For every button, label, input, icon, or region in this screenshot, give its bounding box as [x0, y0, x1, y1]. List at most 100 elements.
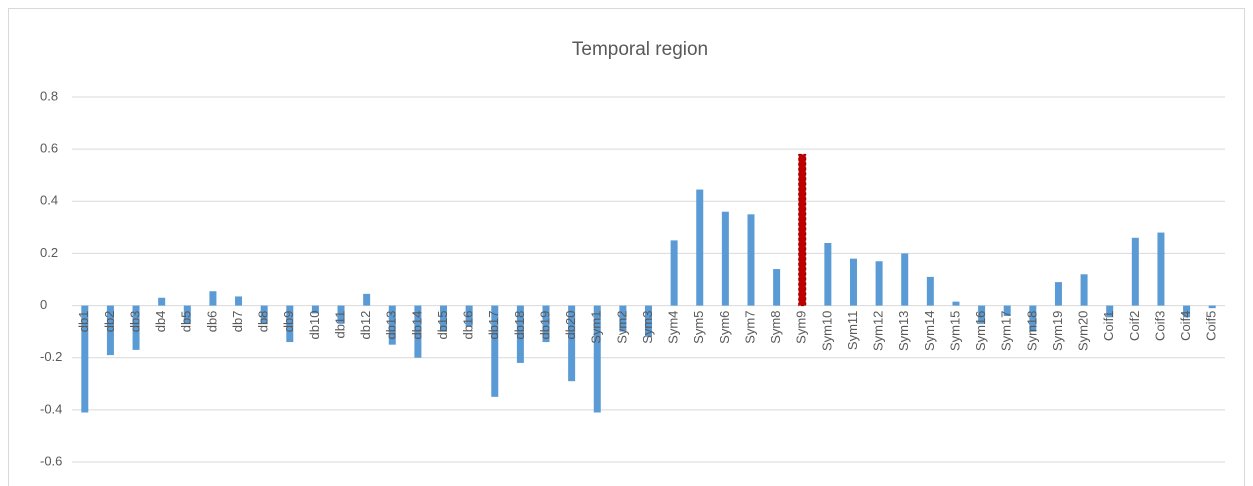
- x-tick-label: Coif3: [1152, 311, 1167, 341]
- bar: [1029, 305, 1037, 332]
- bar: [901, 253, 909, 306]
- bar: [978, 305, 986, 324]
- bar: [337, 305, 345, 324]
- x-tick-label: db10: [307, 311, 322, 340]
- bar: [311, 305, 319, 314]
- x-tick-label: Sym7: [742, 311, 757, 344]
- y-tick-label: -0.2: [40, 349, 62, 364]
- y-tick-label: 0.8: [40, 88, 58, 103]
- bar: [183, 305, 191, 324]
- x-tick-label: db7: [230, 311, 245, 333]
- x-tick-label: Sym2: [614, 311, 629, 344]
- y-tick-label: -0.4: [40, 401, 62, 416]
- x-tick-label: Sym10: [819, 311, 834, 351]
- bar: [670, 240, 678, 306]
- bar: [619, 305, 627, 332]
- bar: [132, 305, 140, 350]
- x-tick-label: Sym6: [717, 311, 732, 344]
- bar: [1106, 305, 1114, 318]
- x-tick-label: Sym15: [947, 311, 962, 351]
- bar: [1080, 274, 1088, 306]
- bar: [363, 293, 371, 306]
- bar: [1183, 305, 1191, 318]
- bar: [593, 305, 601, 413]
- x-tick-label: db4: [153, 311, 168, 333]
- x-tick-label: db20: [563, 311, 578, 340]
- y-tick-label: 0.6: [40, 141, 58, 156]
- y-tick-label: 0.4: [40, 193, 58, 208]
- x-tick-label: db13: [384, 311, 399, 340]
- x-tick-label: db3: [127, 311, 142, 333]
- x-tick-label: Sym16: [973, 311, 988, 351]
- x-tick-label: Sym1: [589, 311, 604, 344]
- bar: [849, 258, 857, 306]
- bar: [747, 214, 755, 306]
- x-tick-label: Coif5: [1204, 311, 1219, 341]
- bar: [824, 243, 832, 306]
- chart-frame: [8, 8, 1245, 486]
- x-tick-label: db14: [409, 311, 424, 340]
- bar: [798, 153, 807, 307]
- x-tick-label: Coif4: [1178, 311, 1193, 341]
- bar: [645, 305, 652, 337]
- x-tick-label: db15: [435, 311, 450, 340]
- bar: [106, 305, 114, 356]
- y-tick-label: 0.2: [40, 245, 58, 260]
- x-tick-label: Sym19: [1050, 311, 1065, 351]
- x-tick-label: Sym11: [845, 311, 860, 351]
- x-tick-label: db8: [256, 311, 271, 333]
- x-tick-label: db11: [332, 311, 347, 339]
- x-tick-label: Sym20: [1076, 311, 1091, 351]
- bar: [568, 305, 576, 382]
- x-tick-label: db18: [512, 311, 527, 340]
- x-tick-label: db2: [102, 311, 117, 333]
- bar: [1208, 305, 1216, 309]
- bar: [286, 305, 294, 343]
- bar: [875, 261, 883, 306]
- bar: [465, 305, 473, 327]
- bar: [440, 305, 448, 332]
- bar: [542, 305, 550, 343]
- bar: [260, 305, 268, 324]
- x-tick-label: db9: [281, 311, 296, 333]
- x-tick-label: Sym13: [896, 311, 911, 351]
- x-tick-label: Sym17: [999, 311, 1014, 351]
- bar: [414, 305, 422, 358]
- bar: [952, 301, 960, 306]
- x-tick-label: Coif1: [1101, 311, 1116, 341]
- bar: [158, 297, 166, 306]
- x-tick-label: Sym9: [794, 311, 809, 344]
- x-tick-label: Sym14: [922, 311, 937, 351]
- x-tick-label: Sym5: [691, 311, 706, 344]
- bar: [1054, 282, 1062, 306]
- x-tick-label: db6: [204, 311, 219, 333]
- x-tick-label: Sym4: [666, 311, 681, 344]
- x-tick-label: Sym8: [768, 311, 783, 344]
- bar: [235, 296, 243, 306]
- x-tick-label: db12: [358, 311, 373, 340]
- y-tick-label: 0: [40, 297, 47, 312]
- x-tick-label: Sym12: [871, 311, 886, 351]
- x-tick-label: db16: [461, 311, 476, 340]
- x-tick-label: db5: [179, 311, 194, 333]
- bar: [1131, 237, 1139, 306]
- y-tick-label: -0.6: [40, 453, 62, 468]
- bar: [926, 276, 934, 306]
- x-tick-label: Coif2: [1127, 311, 1142, 341]
- bar: [388, 305, 396, 345]
- x-tick-label: Sym3: [640, 311, 655, 344]
- bar: [516, 305, 524, 363]
- chart-title: Temporal region: [572, 39, 708, 60]
- bar: [1003, 305, 1011, 316]
- bar: [1157, 232, 1165, 306]
- x-tick-label: Sym18: [1024, 311, 1039, 351]
- bar: [209, 291, 217, 306]
- bar: [721, 211, 729, 306]
- bar: [81, 305, 89, 413]
- x-tick-label: db17: [486, 311, 501, 340]
- bar: [696, 189, 704, 306]
- x-tick-label: db1: [76, 311, 91, 333]
- bar: [491, 305, 499, 397]
- x-tick-label: db19: [537, 311, 552, 340]
